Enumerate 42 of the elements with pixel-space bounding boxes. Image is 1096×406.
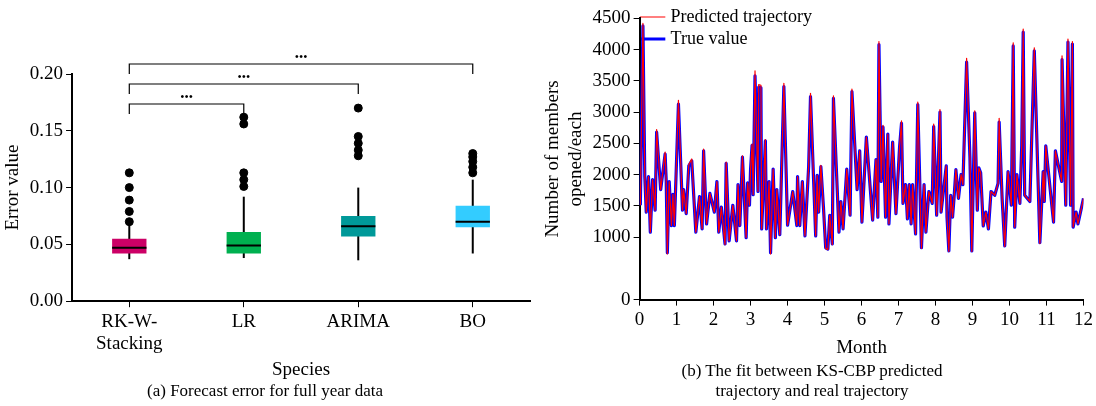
y-tick-label: 0.05 xyxy=(29,232,64,254)
x-tick-label: 1 xyxy=(671,307,682,329)
x-tick-label: 10 xyxy=(1000,307,1020,329)
y-tick-label: 3000 xyxy=(592,100,631,122)
y-tick-label: 1500 xyxy=(592,193,631,215)
annotation: ••• xyxy=(180,90,193,104)
y-axis-title: Number of members opened/each xyxy=(541,80,586,238)
y-tick-label: 3500 xyxy=(592,68,631,90)
y-tick-label: 1000 xyxy=(592,225,631,247)
text: (b) The fit between KS-CBP predicted trajectory and real trajectory xyxy=(681,360,944,401)
x-tick-label: 2 xyxy=(708,307,719,329)
x-axis-title: Species xyxy=(272,358,331,380)
y-tick-label: 0.10 xyxy=(29,175,64,197)
x-tick-label: 4 xyxy=(782,307,793,329)
y-tick-label: 0.15 xyxy=(29,118,64,140)
text: ••• xyxy=(294,50,308,64)
x-tick-label: 5 xyxy=(819,307,830,329)
legend-label: True value xyxy=(670,27,748,48)
x-tick-label: LR xyxy=(231,309,257,331)
x-tick-label: BO xyxy=(459,309,486,331)
x-tick-label: RK-W-Stacking xyxy=(96,309,164,354)
annotation: ••• xyxy=(237,70,251,84)
x-tick-label: 3 xyxy=(745,307,756,329)
x-tick-label: 9 xyxy=(967,307,978,329)
y-tick-label: 0.00 xyxy=(29,289,64,311)
x-axis-title: Month xyxy=(836,335,888,357)
legend-label: Predicted trajectory xyxy=(670,5,813,26)
y-tick-label: 0.20 xyxy=(29,61,64,83)
x-tick-label: 12 xyxy=(1074,307,1093,329)
x-tick-label: 6 xyxy=(856,307,867,329)
x-tick-label: 7 xyxy=(893,307,904,329)
y-tick-label: 4500 xyxy=(592,6,631,28)
text: (a) Forecast error for full year data xyxy=(147,381,384,401)
x-tick-label: 11 xyxy=(1037,307,1056,329)
x-tick-label: ARIMA xyxy=(326,309,391,331)
y-tick-label: 0 xyxy=(621,287,631,309)
x-tick-label: 0 xyxy=(634,307,645,329)
y-tick-label: 2000 xyxy=(592,162,631,184)
y-axis-title: Error value xyxy=(1,144,23,231)
y-tick-label: 2500 xyxy=(592,131,631,153)
y-tick-label: 4000 xyxy=(592,37,631,59)
x-tick-label: 8 xyxy=(930,307,941,329)
